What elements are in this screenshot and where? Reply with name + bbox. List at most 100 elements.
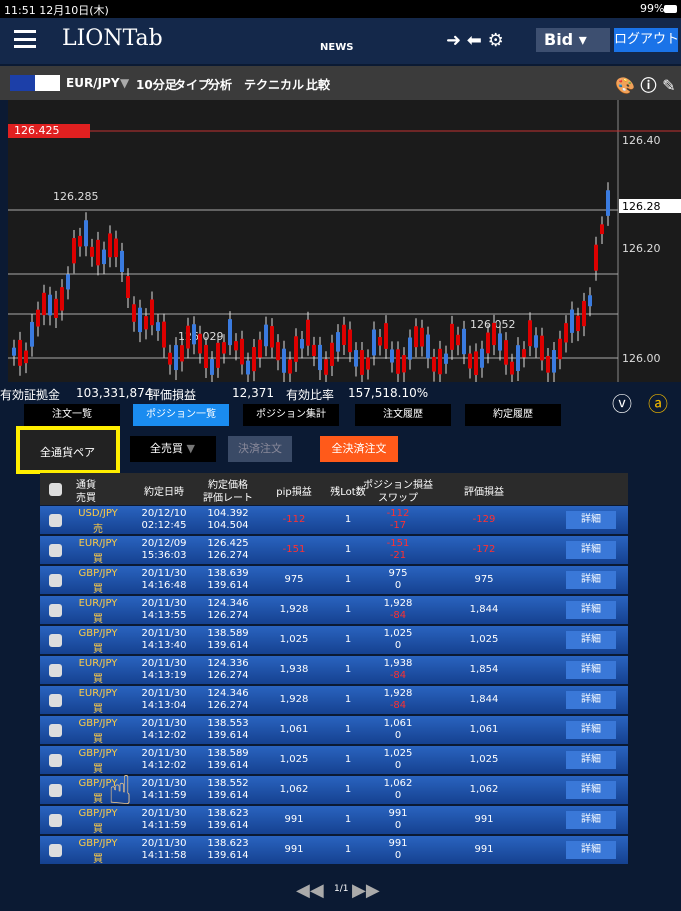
candle <box>492 323 496 345</box>
detail-button[interactable]: 詳細 <box>566 841 616 859</box>
candle <box>210 359 214 375</box>
detail-button[interactable]: 詳細 <box>566 751 616 769</box>
cell: 0 <box>362 850 434 861</box>
candle <box>474 351 478 375</box>
candle <box>438 349 442 374</box>
cell: 0 <box>362 760 434 771</box>
tab[interactable]: ポジション集計 <box>243 404 339 426</box>
candle <box>42 293 46 315</box>
detail-button[interactable]: 詳細 <box>566 661 616 679</box>
candle <box>252 347 256 371</box>
menu[interactable] <box>14 30 36 48</box>
bid-select[interactable]: Bid ▾ <box>536 28 610 52</box>
settle-all-button[interactable]: 全決済注文 <box>320 436 398 462</box>
cell: 買 <box>62 700 134 715</box>
cell: 138.589 <box>192 628 264 639</box>
candle <box>96 240 100 265</box>
detail-button[interactable]: 詳細 <box>566 541 616 559</box>
candle <box>66 274 70 289</box>
toolbar-icons[interactable]: ➜ ⬅ ⚙ <box>446 30 526 50</box>
pair-filter[interactable]: 全通貨ペア <box>40 444 95 460</box>
candle <box>396 349 400 373</box>
side-filter-text: 全売買 <box>150 442 183 455</box>
checkbox[interactable] <box>49 634 62 647</box>
cell: 124.336 <box>192 658 264 669</box>
detail-button[interactable]: 詳細 <box>566 631 616 649</box>
checkbox[interactable] <box>49 574 62 587</box>
chart-toolbar: EUR/JPY ▼ 10分足タイプ分析テクニカル比較 🎨 ⓘ ✎ <box>0 66 681 100</box>
checkbox[interactable] <box>49 604 62 617</box>
scroll-up[interactable]: ⓐ <box>648 388 668 417</box>
cell: 124.346 <box>192 598 264 609</box>
tab[interactable]: 約定履歴 <box>465 404 561 426</box>
cell: 1,062 <box>448 784 520 795</box>
cell: 14:12:02 <box>128 730 200 741</box>
detail-button[interactable]: 詳細 <box>566 601 616 619</box>
cell: 14:13:40 <box>128 640 200 651</box>
detail-button[interactable]: 詳細 <box>566 511 616 529</box>
scroll-down[interactable]: ⓥ <box>612 388 632 417</box>
toolbar-item[interactable]: タイプ <box>174 76 210 93</box>
candle <box>186 326 190 349</box>
cell: EUR/JPY <box>62 688 134 699</box>
candle <box>522 349 526 357</box>
candle <box>378 337 382 345</box>
tab[interactable]: ポジション一覧 <box>133 404 229 426</box>
toolbar-item[interactable]: 10分足 <box>136 76 177 93</box>
candle <box>48 295 52 316</box>
side-filter[interactable]: 全売買 ▼ <box>130 436 216 462</box>
detail-button[interactable]: 詳細 <box>566 571 616 589</box>
cell: GBP/JPY <box>62 748 134 759</box>
checkbox[interactable] <box>49 784 62 797</box>
checkbox[interactable] <box>49 664 62 677</box>
candle <box>552 350 556 373</box>
detail-button[interactable]: 詳細 <box>566 781 616 799</box>
checkbox[interactable] <box>49 814 62 827</box>
detail-button[interactable]: 詳細 <box>566 721 616 739</box>
pager-prev[interactable]: ◀◀ <box>296 880 324 901</box>
cell: 20/11/30 <box>128 748 200 759</box>
battery: 99% <box>640 2 664 15</box>
tab[interactable]: 注文履歴 <box>355 404 451 426</box>
checkbox[interactable] <box>49 754 62 767</box>
toolbar-item[interactable]: 比較 <box>306 76 330 93</box>
news[interactable]: NEWS <box>320 42 353 53</box>
candle <box>480 349 484 368</box>
candle <box>246 361 250 375</box>
candle <box>516 345 520 371</box>
tool-icons[interactable]: 🎨 ⓘ ✎ <box>615 72 675 96</box>
candle <box>594 245 598 271</box>
toolbar-item[interactable]: 分析 <box>208 76 232 93</box>
pager: 1/1 <box>334 884 348 894</box>
checkbox[interactable] <box>49 694 62 707</box>
cell: 104.504 <box>192 520 264 531</box>
logout[interactable]: ログアウト <box>614 28 678 52</box>
detail-button[interactable]: 詳細 <box>566 691 616 709</box>
candle <box>30 322 34 347</box>
checkbox[interactable] <box>49 844 62 857</box>
toolbar-item[interactable]: テクニカル <box>244 76 304 93</box>
detail-button[interactable]: 詳細 <box>566 811 616 829</box>
candle <box>234 341 238 350</box>
checkbox[interactable] <box>49 544 62 557</box>
cell: 20/11/30 <box>128 658 200 669</box>
settle-button[interactable]: 決済注文 <box>228 436 292 462</box>
cell: 139.614 <box>192 580 264 591</box>
checkbox[interactable] <box>49 724 62 737</box>
cell: 975 <box>448 574 520 585</box>
checkbox[interactable] <box>49 514 62 527</box>
tab[interactable]: 注文一覧 <box>24 404 120 426</box>
pager-next[interactable]: ▶▶ <box>352 880 380 901</box>
cell: 126.425 <box>192 538 264 549</box>
pair-filter-highlight[interactable]: 全通貨ペア <box>16 426 120 474</box>
pair[interactable]: EUR/JPY <box>66 76 120 90</box>
